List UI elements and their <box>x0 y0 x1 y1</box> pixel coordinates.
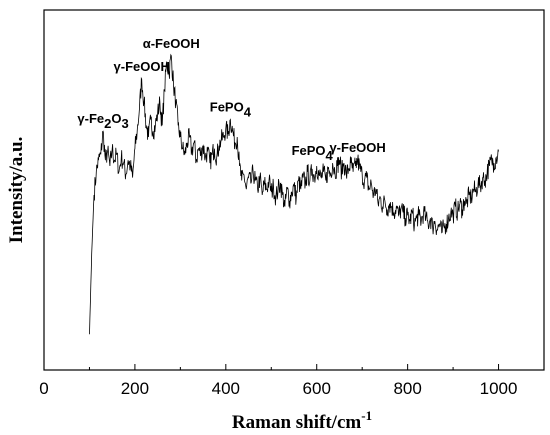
x-tick-label-1000: 1000 <box>480 379 518 398</box>
x-tick-label-800: 800 <box>393 379 421 398</box>
spectrum-line <box>89 53 499 335</box>
x-axis-title-sup: -1 <box>361 408 372 423</box>
x-axis-title-main: Raman shift/cm <box>232 412 361 433</box>
y-axis-title: Intensity/a.u. <box>6 137 27 244</box>
x-tick-label-0: 0 <box>39 379 48 398</box>
peak-label-3: FePO4 <box>210 100 252 120</box>
peak-label-2: α-FeOOH <box>143 36 200 51</box>
x-axis-title: Raman shift/cm-1 <box>232 408 372 433</box>
peak-label-5: γ-FeOOH <box>329 140 385 155</box>
peak-label-4: FePO4 <box>292 143 334 163</box>
plot-frame <box>43 9 545 371</box>
x-axis-ticks <box>43 364 500 370</box>
peak-label-0: γ-Fe2O3 <box>77 111 128 131</box>
x-tick-label-400: 400 <box>212 379 240 398</box>
x-tick-label-600: 600 <box>303 379 331 398</box>
x-tick-label-200: 200 <box>121 379 149 398</box>
x-axis-tick-labels: 0 200 400 600 800 1000 <box>39 379 517 398</box>
peak-label-1: γ-FeOOH <box>114 59 170 74</box>
